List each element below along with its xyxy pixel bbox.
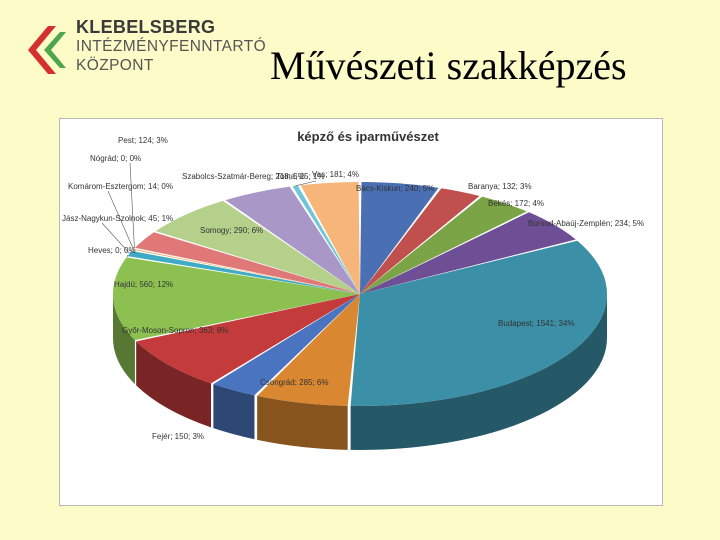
pie-slice-8 [112, 257, 360, 341]
pie-slice-11 [133, 248, 360, 294]
klebelsberg-logo: KLEBELSBERG INTÉZMÉNYFENNTARTÓ KÖZPONT [18, 16, 266, 86]
data-label-0: Bács-Kiskun; 240; 5% [356, 184, 434, 193]
pie-slice-0 [360, 182, 439, 294]
chart-frame: Bács-Kiskun; 240; 5% Baranya; 132; 3% Béké… [59, 118, 663, 506]
pie-slice-side-8 [113, 294, 135, 385]
data-label-5: Csongrád; 285; 6% [260, 378, 329, 387]
pie-slice-1 [360, 188, 480, 294]
pie-slice-17 [300, 182, 360, 294]
logo-line-3: KÖZPONT [76, 57, 154, 74]
chart-title: képző és iparművészet [297, 129, 439, 144]
pie-slice-side-7 [136, 341, 212, 428]
logo-line-2: INTÉZMÉNYFENNTARTÓ [76, 38, 267, 55]
leader-line-11 [107, 190, 134, 250]
pie-slice-7 [136, 294, 360, 384]
pie-slice-2 [360, 196, 527, 294]
data-label-3: Borsod-Abaúj-Zemplén; 234; 5% [528, 219, 644, 228]
pie-slice-14 [155, 200, 360, 294]
pie-slice-side-5 [257, 395, 348, 450]
data-label-12: Nógrád; 0; 0% [90, 154, 141, 163]
data-label-8: Hajdú; 560; 12% [114, 280, 173, 289]
pie-slice-4 [350, 240, 607, 406]
leader-line-9 [126, 254, 129, 257]
data-label-2: Békés; 172; 4% [488, 199, 544, 208]
data-label-6: Fejér; 150; 3% [152, 432, 204, 441]
pie-slice-6 [213, 294, 360, 396]
data-label-16: Tolna; 25; 1% [276, 172, 324, 181]
pie-slice-13 [135, 232, 360, 294]
logo-line-1: KLEBELSBERG [76, 17, 216, 37]
logo-chevron-icon [28, 26, 66, 74]
data-label-14: Somogy; 290; 6% [200, 226, 263, 235]
pie-slice-16 [292, 185, 360, 294]
pie-slice-5 [257, 294, 360, 406]
pie-slice-side-6 [213, 384, 255, 440]
slide-title: Művészeti szakképzés [270, 43, 627, 88]
data-label-13: Pest; 124; 3% [118, 136, 168, 145]
pie-slice-15 [225, 186, 360, 294]
pie-chart: Bács-Kiskun; 240; 5% Baranya; 132; 3% Béké… [62, 136, 644, 450]
leader-line-10 [101, 222, 130, 254]
data-label-17: Vas; 181; 4% [312, 170, 359, 179]
pie-slice-10 [127, 250, 361, 294]
data-label-10: Jász-Nagykun-Szolnok; 45; 1% [62, 214, 173, 223]
data-label-7: Győr-Moson-Sopron; 363; 8% [122, 326, 228, 335]
leader-line-12 [129, 162, 135, 249]
data-label-11: Komárom-Esztergom; 14; 0% [68, 182, 173, 191]
leader-line-16 [295, 180, 317, 187]
data-label-4: Budapest; 1541; 34% [498, 319, 575, 328]
data-label-15: Szabolcs-Szatmár-Bereg; 218; 5% [182, 172, 305, 181]
data-label-1: Baranya; 132; 3% [468, 182, 532, 191]
data-label-9: Heves; 0; 0% [88, 246, 136, 255]
pie-slice-side-4 [350, 294, 607, 450]
pie-slice-3 [360, 212, 576, 294]
